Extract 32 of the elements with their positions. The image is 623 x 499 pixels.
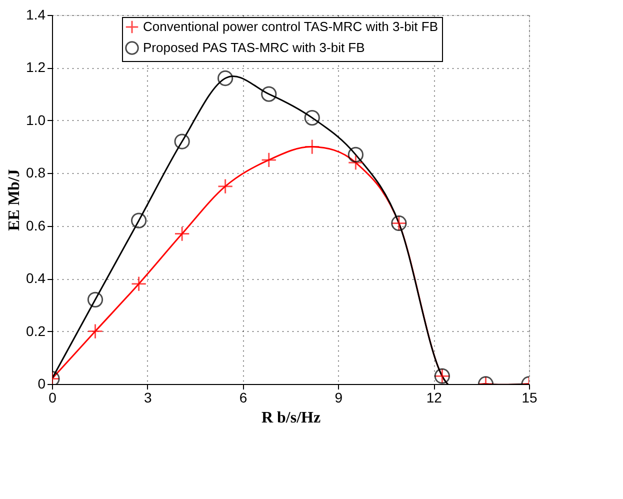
point bbox=[174, 226, 190, 242]
y-tick-label: 0.8 bbox=[26, 164, 46, 181]
point bbox=[130, 212, 147, 228]
point bbox=[130, 276, 147, 292]
legend-label: Proposed PAS TAS-MRC with 3-bit FB bbox=[143, 40, 365, 55]
point bbox=[174, 134, 190, 150]
y-tick-label: 0.6 bbox=[26, 217, 46, 234]
x-tick-label: 12 bbox=[426, 390, 442, 406]
point bbox=[348, 146, 364, 162]
point bbox=[217, 178, 234, 194]
y-tick-label: 0 bbox=[38, 376, 46, 392]
x-tick-label: 0 bbox=[48, 390, 57, 406]
point bbox=[261, 152, 277, 168]
point bbox=[87, 292, 104, 308]
point bbox=[261, 86, 277, 102]
y-tick-label: 1.2 bbox=[26, 59, 46, 76]
y-tick-label: 1.0 bbox=[26, 112, 46, 128]
y-tick-label: 0.2 bbox=[26, 322, 46, 339]
point bbox=[87, 323, 104, 340]
point bbox=[304, 110, 320, 126]
y-tick-label: 0.4 bbox=[26, 270, 46, 286]
point bbox=[304, 138, 320, 155]
point bbox=[348, 154, 364, 170]
x-tick-label: 6 bbox=[239, 390, 248, 406]
y-tick-label: 1.4 bbox=[26, 6, 46, 22]
x-tick-label: 15 bbox=[522, 390, 538, 406]
y-axis-title: EE Mb/J bbox=[6, 169, 24, 231]
x-tick-label: 9 bbox=[334, 390, 343, 406]
point bbox=[217, 70, 234, 86]
x-axis-title: R b/s/Hz bbox=[261, 410, 321, 426]
x-tick-label: 3 bbox=[144, 390, 152, 406]
legend-label: Conventional power control TAS-MRC with 3-bit FB bbox=[143, 19, 438, 34]
